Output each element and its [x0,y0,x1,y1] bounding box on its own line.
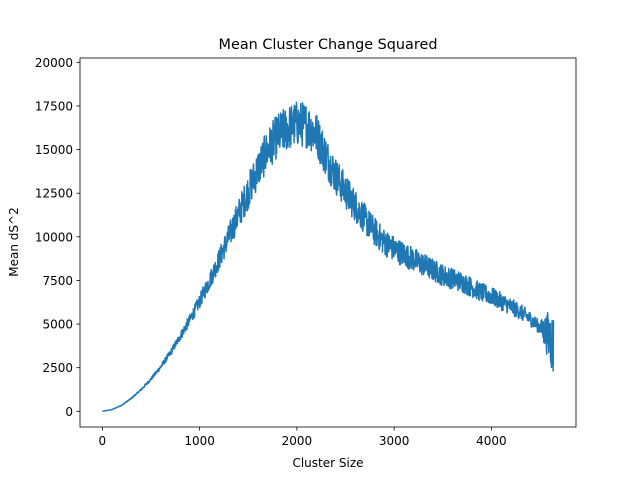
x-axis-label: Cluster Size [292,456,363,470]
series-layer [101,101,555,413]
x-tick-label: 2000 [282,434,313,448]
y-tick-label: 2500 [42,361,73,375]
y-tick-label: 5000 [42,318,73,332]
x-tick-label: 4000 [476,434,507,448]
plot-area [80,58,576,427]
y-tick-label: 0 [65,405,73,419]
x-tick-label: 3000 [379,434,410,448]
y-tick-label: 17500 [35,99,73,113]
y-tick-label: 10000 [35,230,73,244]
x-tick-label: 0 [99,434,107,448]
plot-frame [79,57,577,428]
chart-title: Mean Cluster Change Squared [219,37,438,53]
y-tick-label: 20000 [35,56,73,70]
y-tick-label: 12500 [35,187,73,201]
series-line [101,101,555,413]
y-axis-label: Mean dS^2 [7,207,21,276]
y-tick-label: 7500 [42,274,73,288]
y-tick-label: 15000 [35,143,73,157]
tick-layer: 0 1000 2000 3000 4000 0 2500 5000 7500 10000 12500… [35,56,507,448]
x-tick-label: 1000 [184,434,215,448]
